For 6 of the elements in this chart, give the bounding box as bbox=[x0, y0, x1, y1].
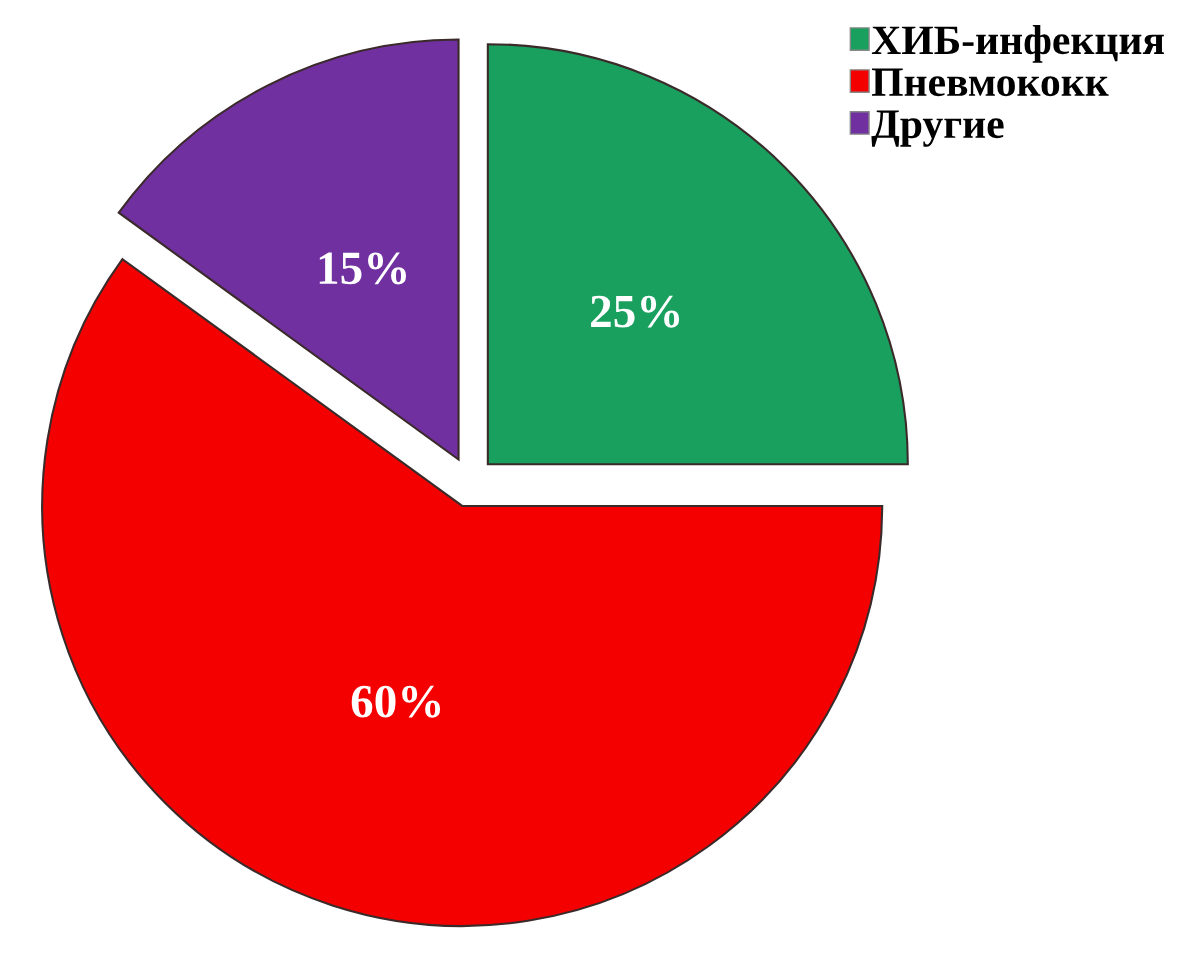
data-label: 15% bbox=[319, 252, 407, 285]
legend-label: Пневмококк bbox=[871, 68, 1109, 97]
data-label: 25% bbox=[591, 295, 680, 328]
data-label: 60% bbox=[351, 685, 441, 718]
legend-label: Другие bbox=[871, 110, 1004, 147]
legend-label: ХИБ-инфекция bbox=[871, 25, 1164, 63]
